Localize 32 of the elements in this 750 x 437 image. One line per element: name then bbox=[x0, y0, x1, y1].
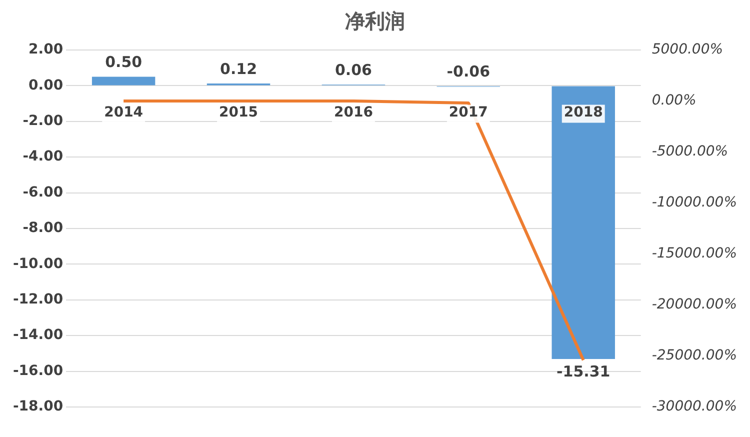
y2-tick-label: -10000.00% bbox=[652, 194, 737, 211]
bar bbox=[92, 76, 156, 86]
y-tick-label: -4.00 bbox=[22, 148, 64, 165]
x-tick-label: 2016 bbox=[334, 104, 373, 120]
x-tick-label: 2018 bbox=[564, 104, 603, 120]
y2-tick-label: -30000.00% bbox=[652, 398, 737, 415]
bar bbox=[552, 86, 615, 359]
x-tick-label: 2015 bbox=[219, 104, 258, 120]
y-tick-label: 2.00 bbox=[28, 42, 64, 58]
y2-tick-label: 5000.00% bbox=[652, 42, 724, 58]
y-tick-label: -12.00 bbox=[13, 292, 64, 308]
y-tick-label: -10.00 bbox=[13, 256, 64, 272]
data-label: 0.50 bbox=[105, 53, 142, 72]
data-label: 0.06 bbox=[334, 61, 372, 80]
y2-tick-label: 0.00% bbox=[652, 92, 696, 109]
y-tick-label: -6.00 bbox=[22, 184, 64, 200]
data-label: -15.31 bbox=[556, 362, 610, 380]
y-tick-label: -2.00 bbox=[22, 113, 64, 130]
y2-tick-label: -5000.00% bbox=[652, 144, 728, 160]
y-tick-label: -16.00 bbox=[13, 362, 64, 379]
x-tick-label: 2014 bbox=[104, 104, 144, 120]
y2-tick-label: -15000.00% bbox=[652, 246, 737, 262]
x-tick-label: 2017 bbox=[448, 104, 488, 120]
y-tick-label: -18.00 bbox=[13, 398, 64, 415]
y-tick-label: 0.00 bbox=[28, 77, 64, 94]
data-label: -0.06 bbox=[446, 62, 490, 81]
y2-tick-label: -25000.00% bbox=[652, 348, 737, 364]
y2-tick-label: -20000.00% bbox=[652, 296, 737, 313]
y-tick-label: -8.00 bbox=[22, 220, 64, 236]
y-tick-label: -14.00 bbox=[13, 327, 64, 344]
chart-title: 净利润 bbox=[344, 8, 406, 35]
data-label: 0.12 bbox=[220, 60, 258, 78]
